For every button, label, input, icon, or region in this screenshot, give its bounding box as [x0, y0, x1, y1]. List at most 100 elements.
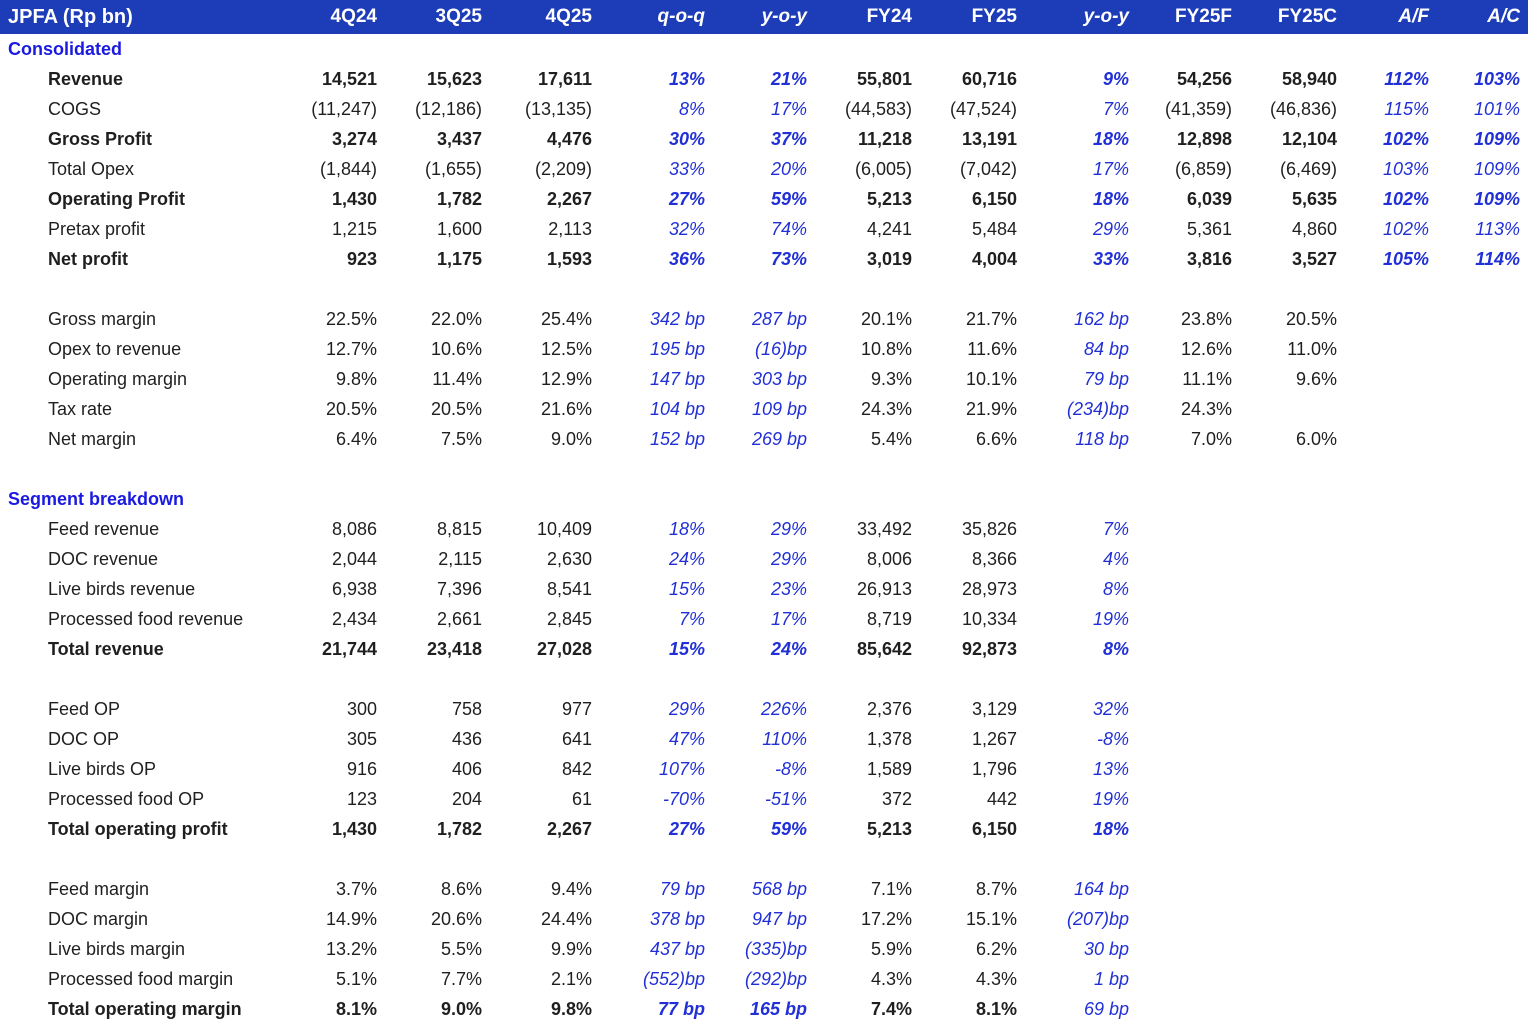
cell: 916 [346, 758, 377, 779]
cell: 23.8% [1180, 308, 1232, 329]
cell: (335)bp [744, 938, 807, 959]
row-label: Feed revenue [48, 518, 160, 539]
cell: 3.7% [335, 878, 377, 899]
cell: 947 bp [751, 908, 807, 929]
cell: 32% [668, 218, 705, 239]
cell [300, 484, 385, 514]
cell: 4.3% [870, 968, 912, 989]
cell [1345, 484, 1437, 514]
column-header: 4Q24 [300, 0, 385, 34]
cell [1240, 34, 1345, 64]
cell: 26,913 [856, 578, 912, 599]
cell: (1,655) [424, 158, 482, 179]
cell: 11.1% [1182, 368, 1232, 389]
cell: 6,039 [1186, 188, 1232, 209]
row-label: Total operating margin [48, 998, 242, 1019]
cell: 27% [668, 188, 705, 209]
cell: 305 [346, 728, 377, 749]
cell: 30% [668, 128, 705, 149]
cell [1345, 394, 1437, 424]
cell: (552)bp [642, 968, 705, 989]
table-row: DOC margin 14.9% 20.6% 24.4% 378 bp 947 bp 17.… [0, 904, 1528, 934]
row-label: DOC revenue [48, 548, 159, 569]
cell: 20.5% [325, 398, 377, 419]
spacer-row [0, 844, 1528, 874]
row-label: Operating margin [48, 368, 188, 389]
cell: 1,430 [331, 188, 377, 209]
cell: 7.5% [440, 428, 482, 449]
cell: 10.1% [965, 368, 1017, 389]
cell: 437 bp [649, 938, 705, 959]
cell: 23,418 [426, 638, 482, 659]
cell: 7% [1102, 518, 1129, 539]
cell [1437, 334, 1528, 364]
cell [1345, 544, 1437, 574]
cell [1437, 934, 1528, 964]
cell [920, 34, 1025, 64]
cell: 7,396 [436, 578, 482, 599]
cell: 12.7% [325, 338, 377, 359]
cell: 14,521 [321, 68, 377, 89]
cell: 9.4% [550, 878, 592, 899]
cell [1345, 994, 1437, 1024]
cell [1437, 364, 1528, 394]
cell [600, 34, 713, 64]
spacer-row [0, 454, 1528, 484]
cell: 2,113 [548, 218, 592, 239]
cell: 4,860 [1291, 218, 1337, 239]
cell: 6.6% [975, 428, 1017, 449]
cell: 21,744 [321, 638, 377, 659]
cell: (13,135) [524, 98, 592, 119]
cell [1240, 514, 1345, 544]
cell: 21% [770, 68, 807, 89]
cell [1437, 604, 1528, 634]
cell [1137, 724, 1240, 754]
row-label: Live birds margin [48, 938, 186, 959]
cell: (16)bp [754, 338, 807, 359]
cell: 2,267 [546, 818, 592, 839]
cell: 30 bp [1083, 938, 1129, 959]
cell: 29% [770, 518, 807, 539]
cell: 4.3% [975, 968, 1017, 989]
table-row: Feed margin 3.7% 8.6% 9.4% 79 bp 568 bp 7.1% 8.… [0, 874, 1528, 904]
cell [1137, 604, 1240, 634]
cell: 92,873 [961, 638, 1017, 659]
cell: 162 bp [1073, 308, 1129, 329]
table-row: DOC revenue 2,044 2,115 2,630 24% 29% 8,006 8,3… [0, 544, 1528, 574]
cell: 18% [668, 518, 705, 539]
row-label: Live birds OP [48, 758, 157, 779]
cell: 8% [1102, 638, 1129, 659]
cell: (47,524) [949, 98, 1017, 119]
cell: 6.4% [335, 428, 377, 449]
cell [1137, 934, 1240, 964]
cell: 27,028 [536, 638, 592, 659]
cell [1240, 904, 1345, 934]
cell: -8% [1096, 728, 1129, 749]
cell: 110% [762, 728, 807, 749]
row-label: DOC margin [48, 908, 149, 929]
cell [490, 34, 600, 64]
row-label: Processed food margin [48, 968, 234, 989]
table-row: Processed food margin 5.1% 7.7% 2.1% (552)bp… [0, 964, 1528, 994]
cell [1240, 694, 1345, 724]
cell: 6.2% [975, 938, 1017, 959]
row-label: Total operating profit [48, 818, 228, 839]
cell: 21.6% [540, 398, 592, 419]
cell: 9.6% [1295, 368, 1337, 389]
cell [1240, 604, 1345, 634]
cell: 85,642 [856, 638, 912, 659]
cell: 165 bp [749, 998, 807, 1019]
cell [1345, 754, 1437, 784]
cell [815, 34, 920, 64]
row-label: Consolidated [8, 38, 123, 59]
cell [385, 34, 490, 64]
row-label: Tax rate [48, 398, 113, 419]
cell: 10,409 [536, 518, 592, 539]
cell: 10.6% [430, 338, 482, 359]
cell [1240, 574, 1345, 604]
cell: 22.5% [325, 308, 377, 329]
cell [1437, 964, 1528, 994]
cell: 102% [1382, 128, 1429, 149]
table-row: Live birds revenue 6,938 7,396 8,541 15% 23% 2… [0, 574, 1528, 604]
